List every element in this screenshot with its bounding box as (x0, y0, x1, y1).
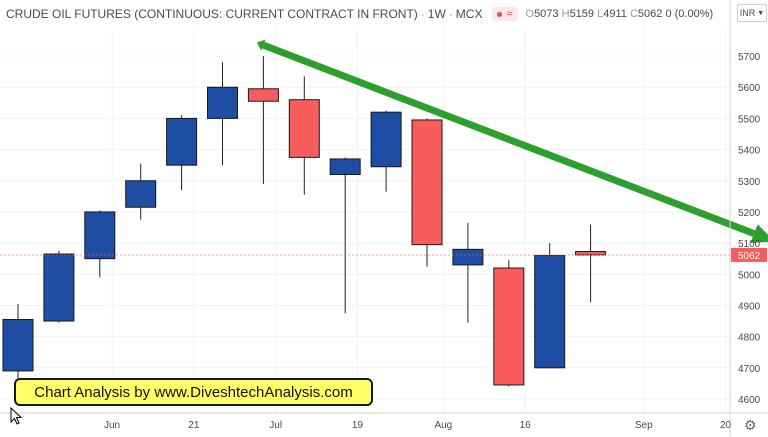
trend-arrow-head (750, 224, 768, 243)
symbol-title: CRUDE OIL FUTURES (CONTINUOUS: CURRENT C… (6, 7, 418, 21)
time-tick-label: 16 (520, 420, 532, 431)
candle-body (288, 99, 320, 158)
last-price-badge (731, 247, 767, 262)
time-tick-label: 20 (720, 420, 732, 431)
chevron-down-icon: ▼ (757, 9, 765, 17)
candle-body (207, 86, 238, 119)
ohlc-readout: O5073 H5159 L4911 C5062 0 (0.00%) (526, 8, 714, 20)
candle-body (2, 318, 34, 372)
candle-body (329, 158, 361, 176)
candle-body (370, 111, 402, 168)
open-value: 5073 (534, 8, 559, 20)
trend-arrow-tail (256, 39, 266, 51)
price-tick-label: 5300 (738, 177, 761, 188)
analysis-banner: Chart Analysis by www.DiveshtechAnalysis… (14, 378, 373, 406)
close-label: C (629, 8, 638, 20)
dot-icon (497, 11, 503, 17)
gear-icon[interactable]: ⚙ (744, 417, 757, 433)
open-label: O (525, 8, 535, 20)
interval-label[interactable]: 1W (427, 7, 446, 21)
time-tick-label: 21 (188, 420, 200, 431)
trend-line (262, 41, 756, 237)
candle-body (411, 119, 443, 246)
time-tick-label: Jul (269, 420, 282, 431)
header-separator: · (420, 7, 425, 21)
candles (2, 56, 607, 387)
candle-body (493, 267, 525, 386)
price-tick-label: 5600 (738, 83, 761, 94)
candle-body (43, 253, 75, 322)
header-separator: · (448, 7, 453, 21)
time-tick-label: Sep (635, 420, 653, 431)
exchange-label: MCX (455, 7, 483, 21)
price-tick-label: 4600 (738, 395, 761, 406)
currency-label: INR (739, 8, 756, 18)
price-tick-label: 4800 (738, 333, 761, 344)
price-tick-label: 5400 (738, 146, 761, 157)
trend-arrow (256, 39, 768, 243)
change-value: 0 (0.00%) (665, 8, 714, 20)
candle-body (247, 88, 279, 102)
close-value: 5062 (637, 8, 663, 20)
low-label: L (597, 8, 604, 20)
time-tick-label: Jun (104, 420, 120, 431)
time-tick-label: 19 (352, 420, 364, 431)
price-tick-label: 5200 (738, 208, 761, 219)
price-tick-label: 4900 (738, 301, 761, 312)
high-label: H (561, 8, 570, 20)
candle-body (534, 255, 566, 369)
chart-header: CRUDE OIL FUTURES (CONTINUOUS: CURRENT C… (6, 5, 713, 23)
time-axis: Jun 21 Jul 19 Aug 16 Sep 20 (0, 412, 768, 431)
time-tick-label: Aug (434, 420, 452, 431)
price-tick-label: 4700 (738, 364, 761, 375)
mouse-cursor-icon (10, 407, 22, 425)
price-tick-label: 5100 (738, 239, 761, 250)
candle-body (125, 180, 157, 208)
low-value: 4911 (603, 8, 627, 20)
price-tick-label: 5000 (738, 270, 761, 281)
candle-body (84, 211, 116, 260)
compare-pill[interactable]: ≈ (492, 7, 518, 21)
last-price-label: 5062 (738, 251, 761, 262)
price-tick-label: 5500 (738, 114, 761, 125)
currency-selector[interactable]: INR ▼ (737, 4, 767, 22)
candle-body (166, 117, 198, 166)
approx-icon: ≈ (506, 8, 513, 20)
candle-body (452, 248, 484, 266)
high-value: 5159 (569, 8, 595, 20)
candle-body (575, 251, 607, 256)
price-tick-label: 5700 (738, 52, 761, 63)
